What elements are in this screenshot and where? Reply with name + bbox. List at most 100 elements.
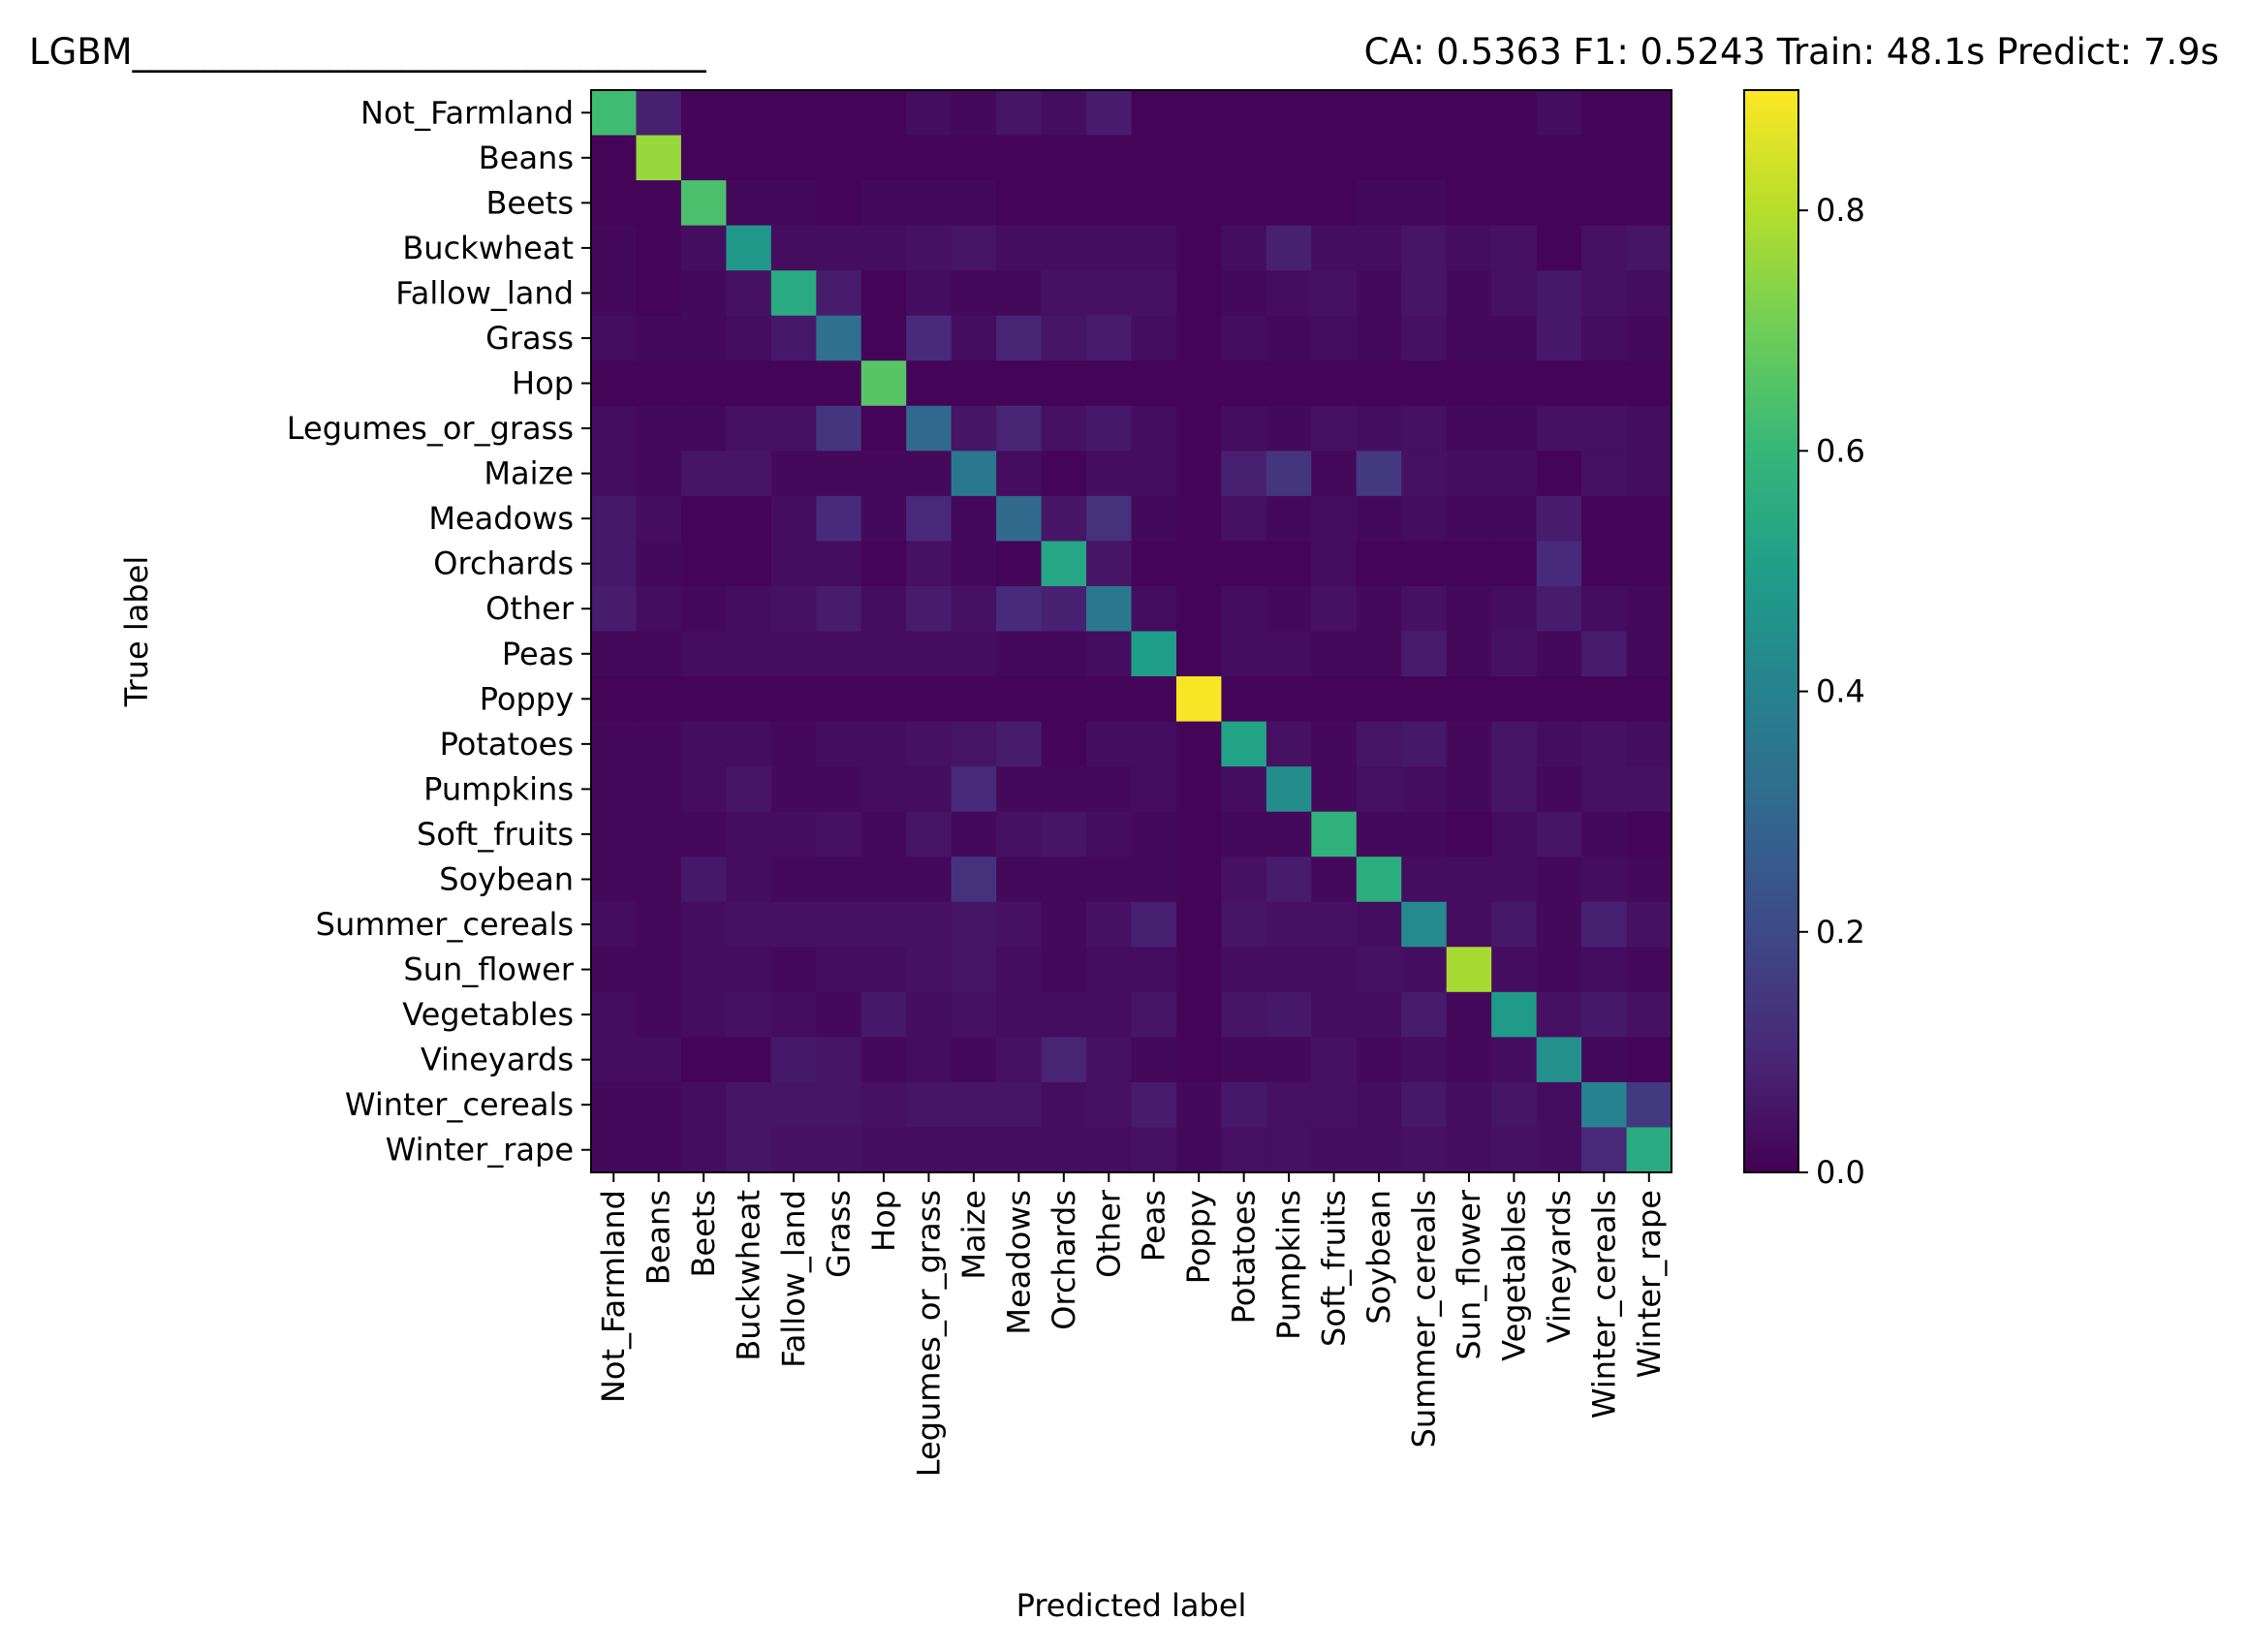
heatmap-cell [860, 451, 907, 497]
heatmap-cell [1221, 495, 1267, 543]
heatmap-cell [906, 585, 953, 633]
heatmap-cell [1401, 405, 1448, 452]
heatmap-cell [1581, 991, 1628, 1038]
heatmap-cell [1581, 495, 1628, 543]
y-tick-label: Pumpkins [423, 770, 574, 807]
heatmap-cell [636, 901, 682, 948]
heatmap-cell [636, 270, 682, 317]
y-tick-label: Other [485, 590, 575, 627]
heatmap-cell [1491, 991, 1538, 1038]
heatmap-cell [951, 721, 997, 767]
colorbar-tick-label: 0.6 [1816, 432, 1865, 469]
heatmap-cell [996, 721, 1043, 767]
heatmap-cell [770, 631, 817, 677]
heatmap-cell [906, 1127, 953, 1173]
heatmap-cell [1221, 947, 1267, 993]
heatmap-cell [726, 947, 772, 993]
heatmap-cell [1581, 585, 1628, 633]
heatmap-cell [1041, 451, 1087, 497]
heatmap-cell [1086, 1037, 1133, 1083]
heatmap-cell [1311, 811, 1358, 857]
heatmap-cell [726, 451, 772, 497]
heatmap-cell [1446, 766, 1492, 813]
heatmap-cell [591, 1037, 638, 1083]
heatmap-cell [636, 585, 682, 633]
heatmap-cell [1175, 901, 1223, 948]
heatmap-cell [1581, 135, 1628, 181]
heatmap-cell [1356, 90, 1402, 137]
heatmap-cell [1266, 495, 1312, 543]
heatmap-cell [906, 135, 953, 181]
heatmap-cell [1221, 676, 1267, 723]
heatmap-cell [770, 721, 817, 767]
heatmap-cell [680, 495, 727, 543]
heatmap-cell [906, 766, 953, 813]
heatmap-cell [591, 631, 638, 677]
y-tick-label: Winter_rape [386, 1132, 574, 1169]
heatmap-cell [1131, 721, 1177, 767]
heatmap-cell [860, 90, 907, 137]
heatmap-cell [1266, 676, 1312, 723]
heatmap-cell [860, 857, 907, 903]
y-tick-label: Not_Farmland [360, 94, 574, 131]
heatmap-cell [860, 947, 907, 993]
heatmap-cell [860, 180, 907, 227]
heatmap-cell [1086, 315, 1133, 361]
heatmap-cell [906, 857, 953, 903]
heatmap-cell [1401, 270, 1448, 317]
heatmap-cell [591, 991, 638, 1038]
heatmap-cell [726, 676, 772, 723]
heatmap-cell [906, 360, 953, 407]
heatmap-cell [636, 225, 682, 271]
heatmap-cell [1356, 676, 1402, 723]
heatmap-cell [680, 135, 727, 181]
heatmap-cell [591, 315, 638, 361]
heatmap-cell [1221, 811, 1267, 857]
heatmap-cell [680, 225, 727, 271]
heatmap-cell [1175, 180, 1223, 227]
heatmap-cell [1626, 451, 1672, 497]
heatmap-cell [1356, 811, 1402, 857]
heatmap-cell [1311, 90, 1358, 137]
heatmap-cell [1581, 766, 1628, 813]
heatmap-cell [1536, 991, 1582, 1038]
heatmap-cell [1401, 766, 1448, 813]
heatmap-cell [1311, 270, 1358, 317]
heatmap-cell [1086, 541, 1133, 587]
heatmap-cell [1446, 901, 1492, 948]
heatmap-cell [726, 991, 772, 1038]
heatmap-cell [1581, 857, 1628, 903]
chart-title-model: LGBM________________________________ [29, 31, 706, 73]
heatmap-cell [1626, 676, 1672, 723]
heatmap-cell [1086, 1081, 1133, 1129]
heatmap-cell [1536, 585, 1582, 633]
x-tick-label: Potatoes [1226, 1190, 1263, 1324]
heatmap-cell [1446, 1127, 1492, 1173]
heatmap-cell [726, 585, 772, 633]
heatmap-cell [951, 541, 997, 587]
heatmap-cell [1266, 315, 1312, 361]
heatmap-cell [1356, 360, 1402, 407]
heatmap-cell [1131, 811, 1177, 857]
heatmap-cell [1356, 901, 1402, 948]
heatmap-cell [1401, 495, 1448, 543]
heatmap-cell [816, 135, 862, 181]
y-tick-label: Beans [479, 140, 574, 176]
heatmap-cell [1221, 135, 1267, 181]
heatmap-cell [1401, 947, 1448, 993]
heatmap-cell [1356, 721, 1402, 767]
heatmap-cell [636, 631, 682, 677]
heatmap-cell [996, 947, 1043, 993]
heatmap-cell [591, 90, 638, 137]
heatmap-cell [1446, 225, 1492, 271]
heatmap-cell [770, 90, 817, 137]
heatmap-cell [1131, 585, 1177, 633]
heatmap-cell [906, 721, 953, 767]
heatmap-cell [860, 1037, 907, 1083]
heatmap-cell [770, 180, 817, 227]
heatmap-cell [996, 225, 1043, 271]
heatmap-cell [860, 811, 907, 857]
heatmap-cell [591, 541, 638, 587]
heatmap-cell [906, 631, 953, 677]
